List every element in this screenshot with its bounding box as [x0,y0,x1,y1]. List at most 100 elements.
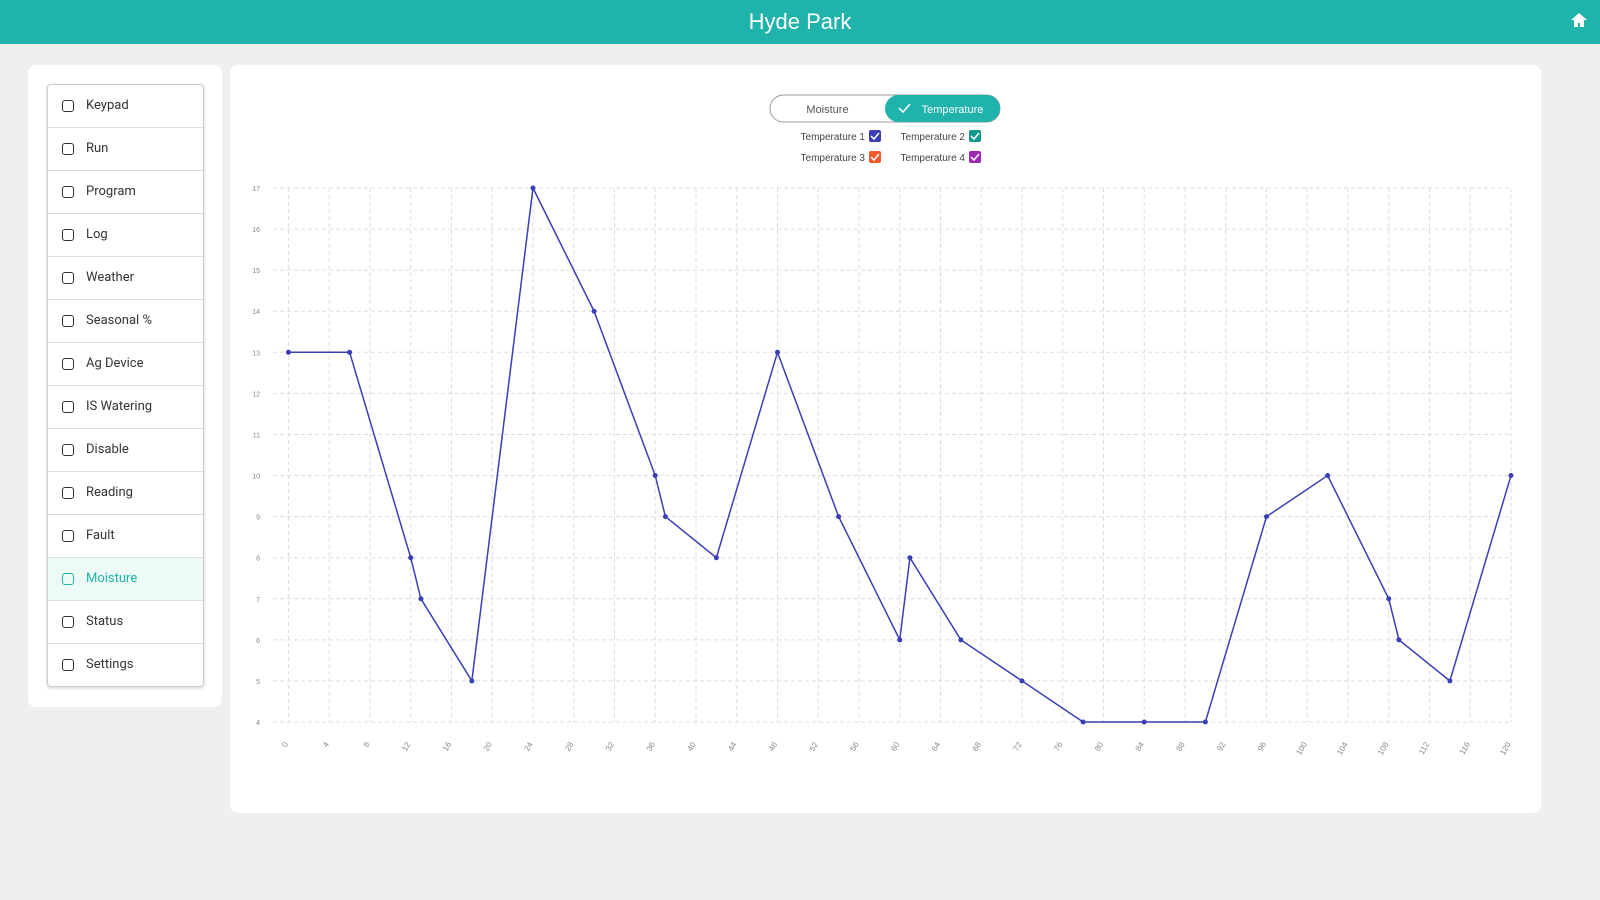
menu-label: Run [86,141,109,156]
data-point [1325,473,1331,479]
data-point [958,637,964,643]
legend-checkbox[interactable] [869,151,881,163]
x-tick-label: 8 [362,740,372,749]
legend-checkbox[interactable] [969,130,981,142]
menu-icon [62,487,74,499]
y-tick-label: 17 [252,186,260,193]
x-tick-label: 0 [280,740,290,749]
menu-label: IS Watering [86,399,153,414]
toggle-option[interactable]: Temperature [922,104,984,116]
y-tick-label: 5 [256,679,260,686]
x-tick-label: 20 [482,740,495,753]
x-tick-label: 48 [767,740,780,753]
y-tick-label: 10 [252,474,260,481]
menu-item[interactable]: Moisture [48,558,203,601]
data-point [652,473,658,479]
data-point [1508,473,1514,479]
y-tick-label: 15 [252,268,260,275]
data-point [1396,637,1402,643]
menu-item[interactable]: IS Watering [48,386,203,429]
menu-item[interactable]: Weather [48,257,203,300]
legend-label[interactable]: Temperature 4 [901,153,966,164]
data-point [469,678,475,684]
chart: Moisture Temperature Temperature 1 Temperat… [252,94,1514,757]
legend-checkbox[interactable] [969,151,981,163]
menu-label: Weather [86,270,135,285]
menu-item[interactable]: Disable [48,429,203,472]
menu-item[interactable]: Ag Device [48,343,203,386]
x-tick-label: 64 [930,740,943,753]
toggle-option[interactable]: Moisture [806,104,848,116]
x-tick-label: 24 [522,740,535,753]
x-tick-label: 16 [441,740,454,753]
legend-check [970,132,980,141]
y-tick-label: 9 [256,515,260,522]
data-point [408,555,414,561]
sidebar: Keypad Run Program Log Weather Seasonal % Ag D… [28,65,222,707]
data-point [285,349,291,355]
menu-item[interactable]: Status [48,601,203,644]
menu-label: Settings [86,657,134,672]
x-tick-label: 36 [645,740,658,753]
menu-item[interactable]: Reading [48,472,203,515]
x-tick-label: 52 [808,740,821,753]
menu-label: Fault [86,528,115,543]
data-point [1080,719,1086,725]
y-tick-label: 6 [256,638,260,645]
x-tick-label: 96 [1256,740,1269,753]
menu-label: Reading [86,485,133,500]
menu-icon [62,315,74,327]
x-tick-label: 84 [1134,740,1147,753]
menu-label: Log [86,227,108,242]
data-point [1141,719,1147,725]
data-point [713,555,719,561]
menu-item[interactable]: Program [48,171,203,214]
header: Hyde Park [0,0,1600,44]
check-icon [898,103,911,114]
menu-icon [62,616,74,628]
data-point [907,555,913,561]
data-point [1386,596,1392,602]
menu-icon [62,186,74,198]
data-point [774,349,780,355]
x-tick-label: 104 [1335,740,1350,757]
x-tick-label: 44 [726,740,739,753]
legend-label[interactable]: Temperature 2 [901,132,966,143]
menu-item[interactable]: Seasonal % [48,300,203,343]
menu-item[interactable]: Run [48,128,203,171]
menu-label: Keypad [86,98,129,113]
x-tick-label: 88 [1174,740,1187,753]
data-point [530,185,536,191]
x-tick-label: 116 [1458,740,1472,756]
y-tick-label: 14 [252,309,260,316]
menu-item[interactable]: Settings [48,644,203,686]
menu-label: Program [86,184,136,199]
data-point [662,514,668,520]
menu-item[interactable]: Fault [48,515,203,558]
data-point [347,349,353,355]
legend-checkbox[interactable] [869,130,881,142]
menu-icon [62,229,74,241]
x-tick-label: 72 [1011,740,1024,753]
y-tick-label: 16 [252,227,260,234]
home-button[interactable] [1570,12,1588,28]
legend-label[interactable]: Temperature 1 [801,132,866,143]
x-tick-label: 108 [1376,740,1391,757]
x-tick-label: 60 [889,740,902,753]
menu-item[interactable]: Keypad [48,85,203,128]
data-point [1202,719,1208,725]
menu-label: Moisture [86,571,138,586]
x-tick-label: 120 [1498,740,1513,757]
x-tick-label: 56 [848,740,861,753]
menu-icon [62,100,74,112]
y-tick-label: 4 [256,720,260,727]
menu-item[interactable]: Log [48,214,203,257]
x-tick-label: 32 [604,740,617,753]
x-tick-label: 68 [971,740,984,753]
menu-label: Disable [86,442,129,457]
menu: Keypad Run Program Log Weather Seasonal % Ag D… [47,84,204,687]
data-point [591,308,597,314]
x-tick-label: 100 [1295,740,1310,757]
legend-label[interactable]: Temperature 3 [801,153,866,164]
